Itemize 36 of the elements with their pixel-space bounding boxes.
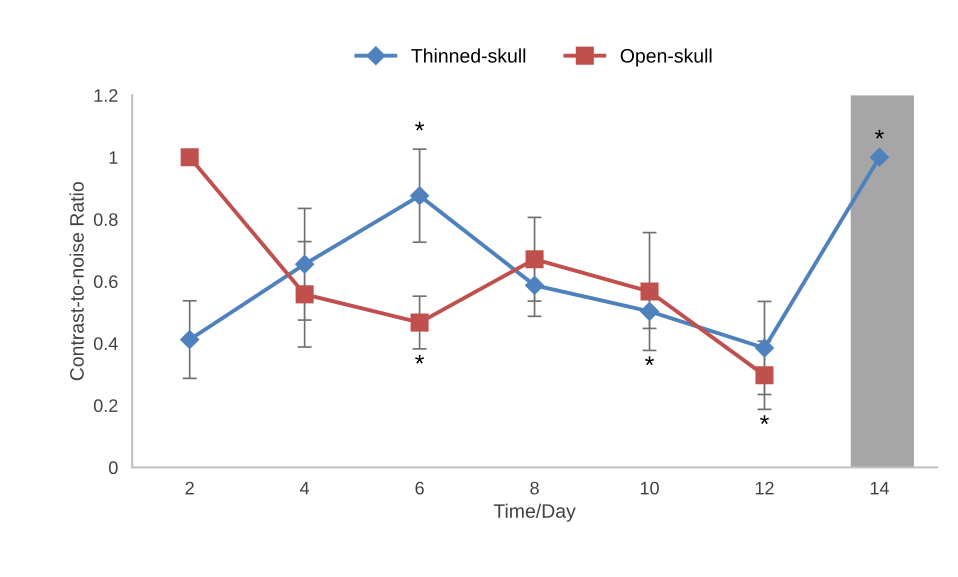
y-axis-title: Contrast-to-noise Ratio: [70, 182, 84, 380]
x-tick-label: 2: [186, 482, 194, 494]
annotation: *: [415, 122, 424, 131]
point: [640, 302, 660, 321]
legend-label: Open-skull: [620, 48, 712, 67]
point: [180, 330, 200, 350]
x-tick-label: 8: [530, 482, 539, 495]
point: [180, 148, 199, 166]
y-tick-label: 0.2: [94, 399, 118, 412]
y-tick-label: 0.4: [94, 337, 118, 350]
point: [870, 148, 889, 167]
point: [526, 250, 544, 268]
x-tick-label: 12: [756, 482, 774, 494]
annotation: *: [760, 415, 769, 424]
x-axis-title: Time/Day: [494, 504, 576, 522]
point: [295, 254, 314, 274]
x-tick-label: 10: [640, 482, 659, 495]
x-tick-label: 4: [300, 482, 310, 494]
point: [410, 186, 430, 206]
point: [640, 282, 659, 301]
legend-label: Thinned-skull: [411, 48, 526, 63]
x-tick-label: 6: [416, 482, 424, 495]
point: [525, 276, 544, 295]
point: [410, 314, 429, 332]
y-tick-label: 0.6: [94, 275, 118, 288]
y-tick-label: 0: [108, 461, 118, 474]
y-tick-label: 1: [110, 151, 118, 164]
annotation: *: [874, 130, 884, 139]
point: [755, 366, 774, 384]
annotation: *: [415, 354, 424, 364]
x-tick-label: 14: [870, 482, 889, 494]
point: [296, 285, 314, 304]
point: [754, 338, 774, 358]
annotation: *: [645, 356, 654, 366]
y-tick-label: 0.8: [94, 213, 118, 226]
y-tick-label: 1.2: [94, 89, 118, 102]
